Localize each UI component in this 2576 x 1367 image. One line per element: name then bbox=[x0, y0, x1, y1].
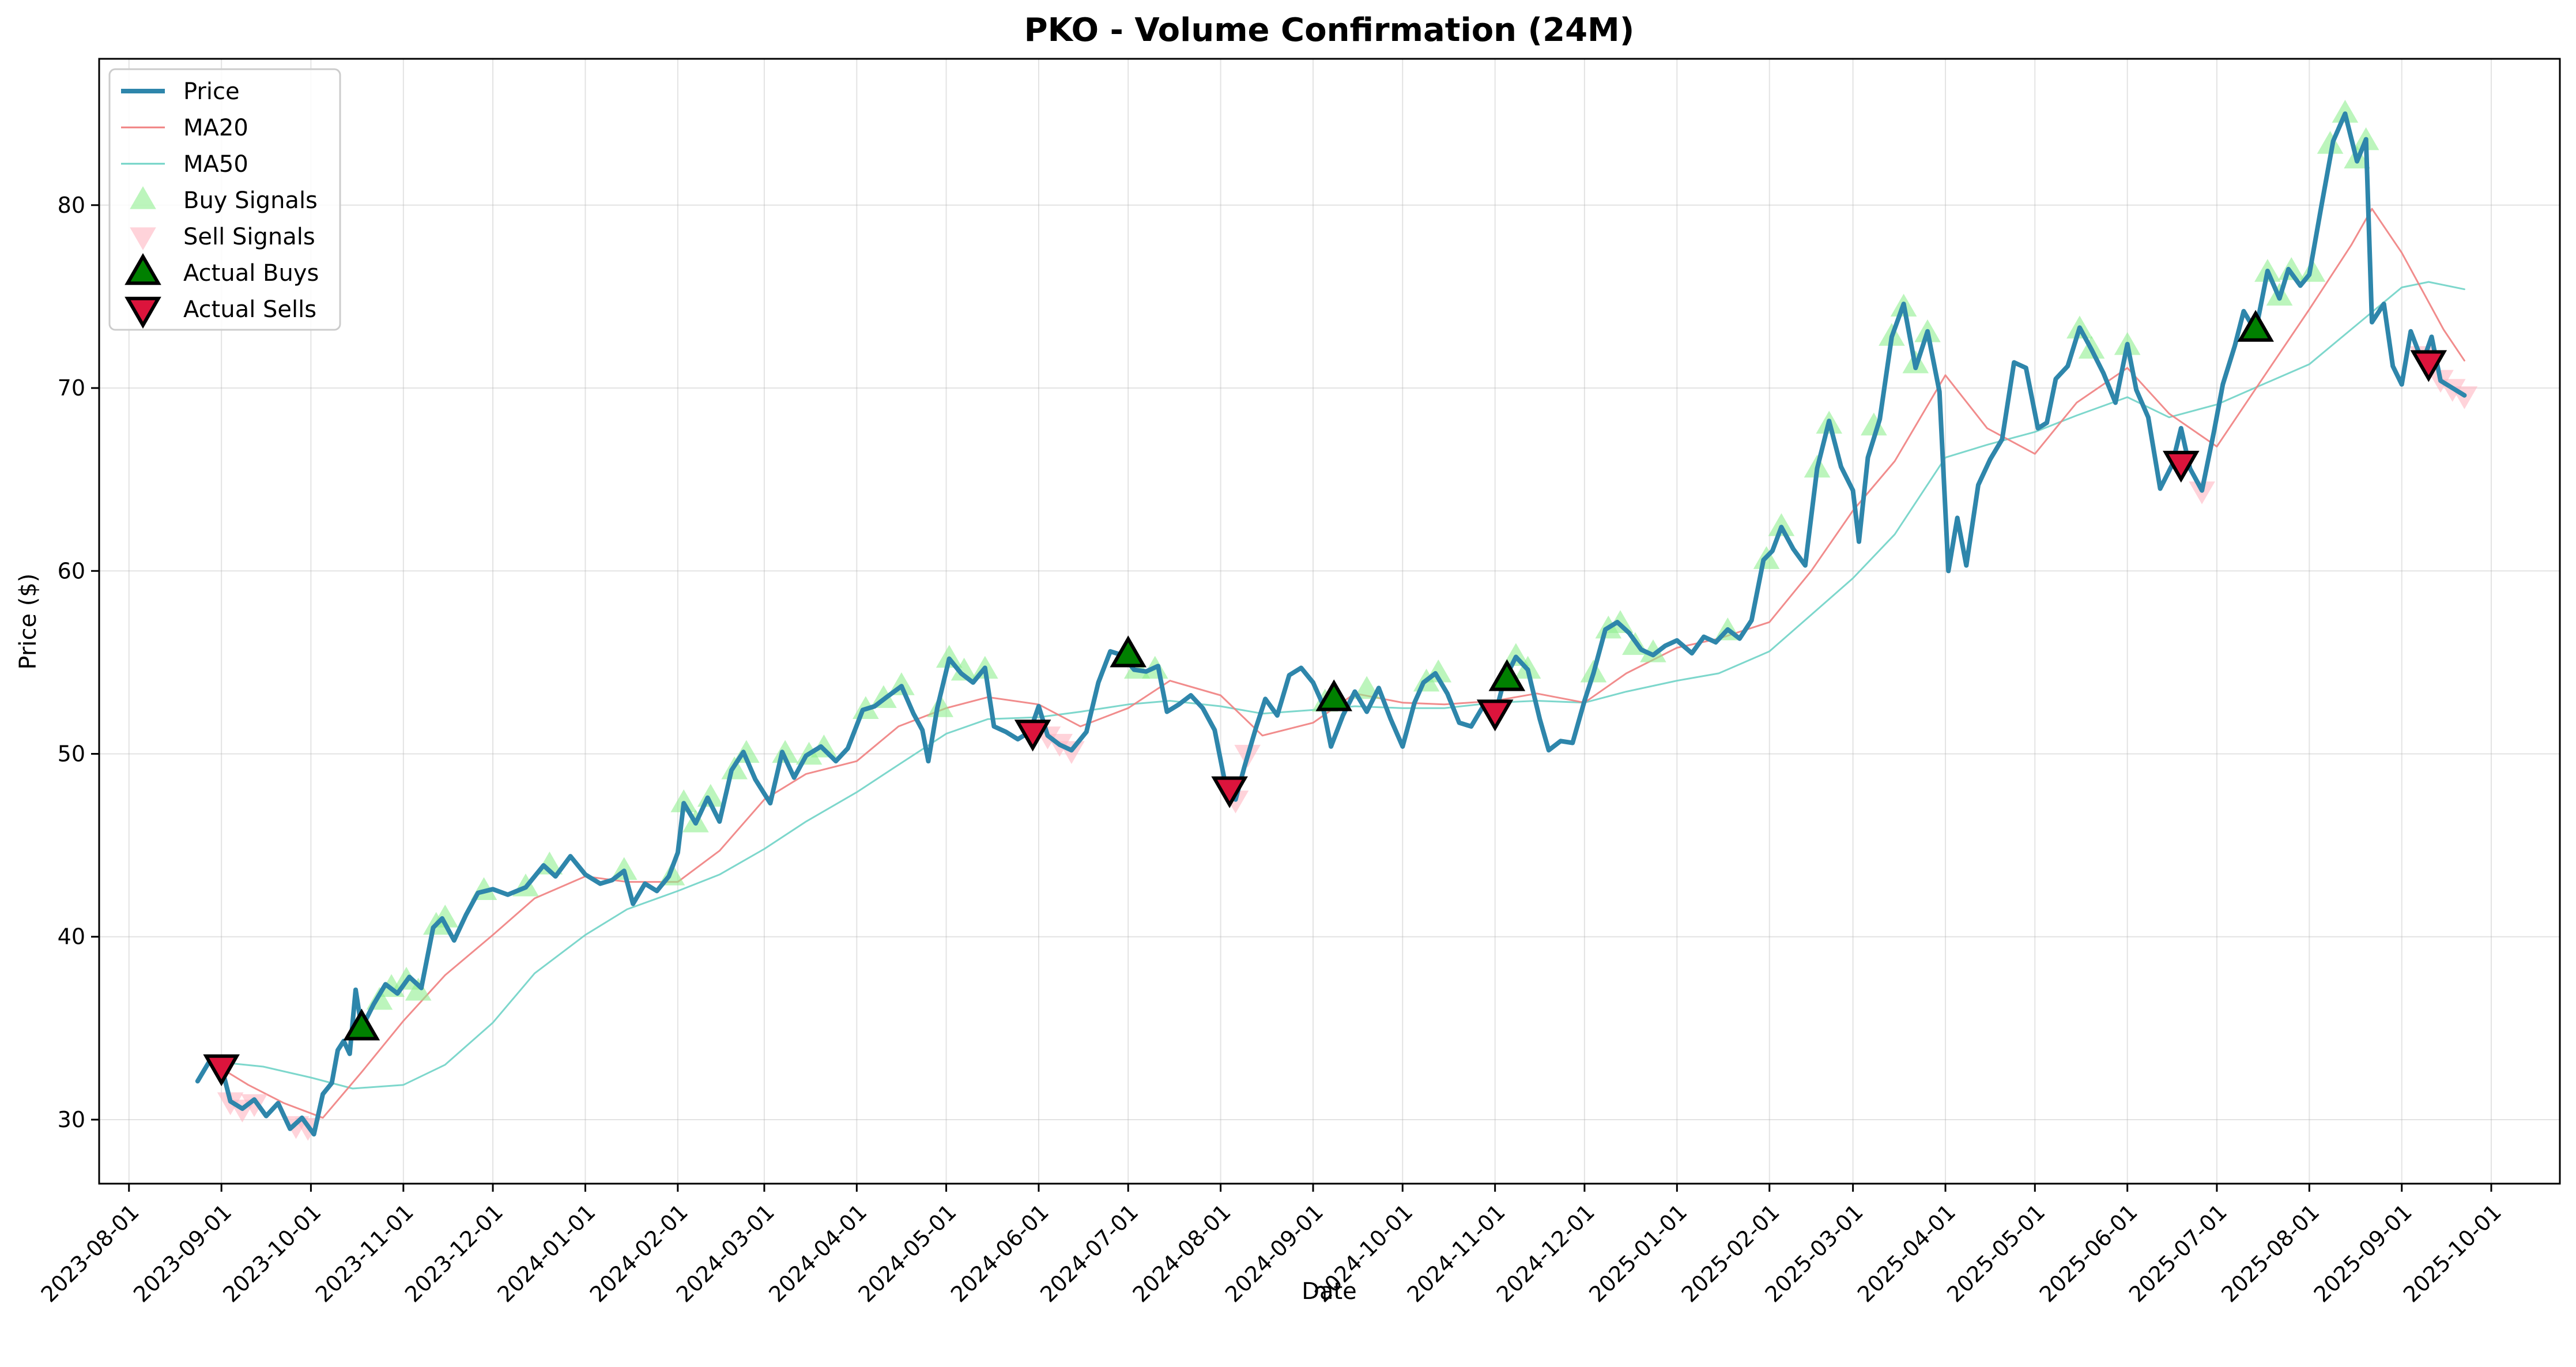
y-axis: 30 40 50 60 70 80 bbox=[58, 193, 99, 1132]
legend-label: MA20 bbox=[183, 115, 248, 141]
actual-sell-marker bbox=[1476, 699, 1514, 732]
legend-label: Actual Buys bbox=[183, 260, 319, 287]
buy-signal-marker bbox=[1640, 639, 1666, 662]
buy-signal-marker bbox=[936, 645, 963, 668]
price-line bbox=[195, 111, 2467, 1137]
buy-signal-marker bbox=[927, 694, 954, 717]
buy-signal-marker bbox=[2332, 100, 2359, 123]
legend-label: Actual Sells bbox=[183, 296, 316, 323]
buy-signal-marker bbox=[1861, 412, 1887, 436]
actual-buy-marker bbox=[1315, 679, 1353, 711]
buy-signal-marker bbox=[1503, 643, 1529, 666]
actual-sell-marker bbox=[1211, 776, 1248, 808]
buy-signal-marker bbox=[951, 657, 978, 681]
actual-buy-marker bbox=[1488, 659, 1526, 691]
actual-sell-marker bbox=[203, 1054, 240, 1086]
legend-label: Price bbox=[183, 78, 240, 105]
buy-signal-marker bbox=[772, 740, 798, 763]
buy-signal-marker bbox=[2317, 131, 2344, 154]
actual-buy-marker bbox=[343, 1008, 380, 1041]
buy-signal-marker bbox=[670, 789, 697, 812]
y-axis-label: Price ($) bbox=[15, 574, 42, 670]
plot-frame bbox=[98, 58, 2561, 1185]
legend-swatch-buy-signals bbox=[130, 186, 156, 209]
x-axis-label: Date bbox=[1302, 1278, 1357, 1305]
buy-signal-marker bbox=[405, 977, 432, 1001]
buy-signal-marker bbox=[810, 734, 838, 758]
legend-label: Buy Signals bbox=[183, 187, 318, 214]
legend-swatch-sell-signals bbox=[130, 227, 156, 250]
buy-signal-marker bbox=[1607, 610, 1634, 633]
actual-buy-marker bbox=[1110, 635, 1147, 668]
sell-signal-marker bbox=[241, 1094, 267, 1117]
y-tick-label: 70 bbox=[58, 375, 85, 401]
y-tick-label: 80 bbox=[58, 193, 85, 218]
y-tick-label: 50 bbox=[58, 741, 85, 766]
plot-area bbox=[195, 100, 2478, 1141]
sell-signal-marker bbox=[2189, 481, 2215, 504]
buy-signal-marker bbox=[1768, 513, 1795, 536]
legend: Price MA20 MA50 Buy Signals Sell Signals Actu… bbox=[108, 68, 341, 331]
ma50-line bbox=[209, 281, 2465, 1090]
y-tick-label: 60 bbox=[58, 558, 85, 583]
legend-swatch-actual-sells bbox=[125, 296, 161, 329]
legend-swatch-actual-buys bbox=[125, 253, 161, 285]
actual-sell-marker bbox=[1014, 720, 1051, 752]
legend-box bbox=[108, 68, 341, 331]
legend-label: MA50 bbox=[183, 151, 248, 178]
y-tick-label: 30 bbox=[58, 1107, 85, 1132]
actual-buy-marker bbox=[2237, 310, 2274, 342]
chart-title: PKO - Volume Confirmation (24M) bbox=[1024, 12, 1635, 49]
buy-signal-marker bbox=[1353, 676, 1380, 699]
actual-sell-marker bbox=[2163, 450, 2200, 483]
y-tick-label: 40 bbox=[58, 924, 85, 950]
legend-label: Sell Signals bbox=[183, 224, 315, 250]
actual-sell-marker bbox=[2410, 350, 2447, 382]
